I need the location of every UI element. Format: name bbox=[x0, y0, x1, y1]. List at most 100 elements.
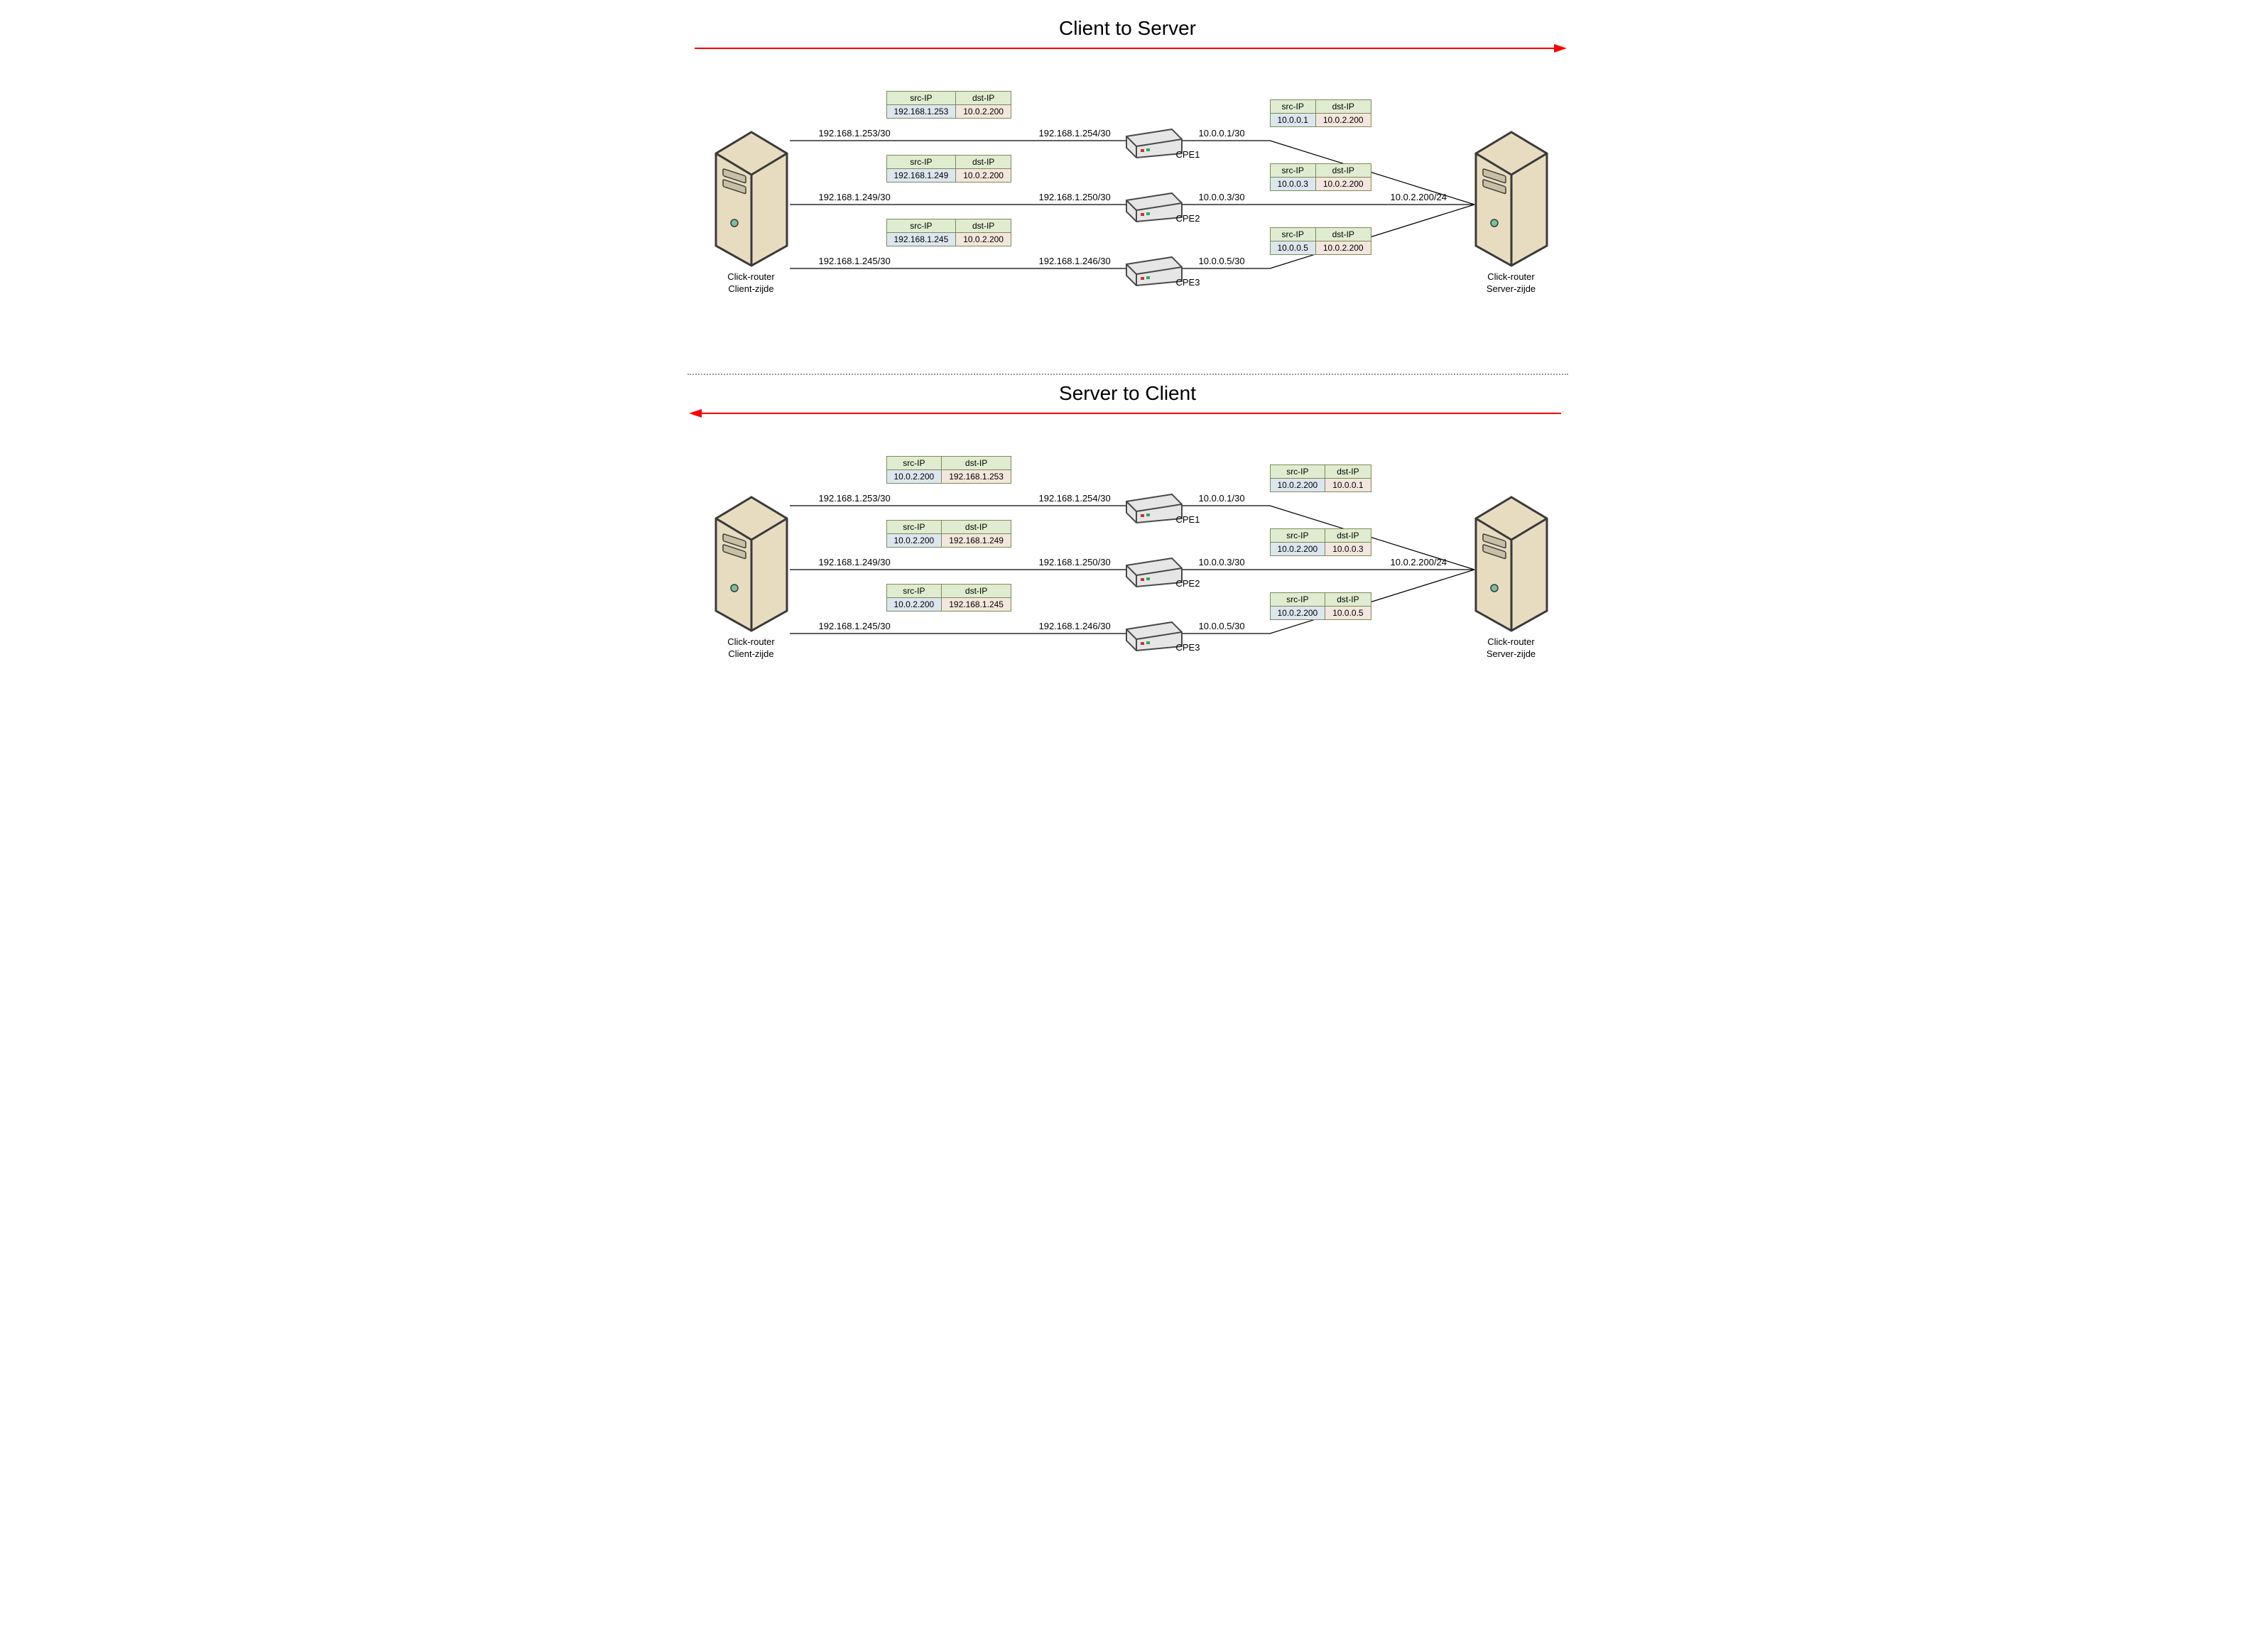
mid-ip-1: 192.168.1.250/30 bbox=[1039, 557, 1111, 567]
server-tower-label: Click-routerServer-zijde bbox=[1462, 271, 1561, 295]
server-tower bbox=[1469, 490, 1554, 632]
pkt-src: 192.168.1.253 bbox=[886, 105, 956, 119]
server-tower-label: Click-routerServer-zijde bbox=[1462, 636, 1561, 661]
right-packet-0: src-IP dst-IP 10.0.2.200 10.0.0.1 bbox=[1270, 464, 1371, 492]
pkt-hdr-src: src-IP bbox=[886, 585, 942, 598]
pkt-src: 10.0.2.200 bbox=[1270, 479, 1325, 492]
pkt-hdr-src: src-IP bbox=[1270, 465, 1325, 479]
left-ip-0: 192.168.1.253/30 bbox=[819, 128, 891, 138]
cpe-device-1 bbox=[1121, 188, 1185, 223]
pkt-hdr-src: src-IP bbox=[1270, 100, 1315, 114]
left-packet-0: src-IP dst-IP 192.168.1.253 10.0.2.200 bbox=[886, 91, 1011, 119]
pkt-hdr-dst: dst-IP bbox=[956, 92, 1011, 105]
pkt-hdr-src: src-IP bbox=[1270, 593, 1325, 607]
server-tower bbox=[1469, 125, 1554, 267]
mid-ip-2: 192.168.1.246/30 bbox=[1039, 621, 1111, 631]
pkt-dst: 192.168.1.245 bbox=[942, 598, 1011, 612]
left-packet-2: src-IP dst-IP 10.0.2.200 192.168.1.245 bbox=[886, 584, 1011, 612]
pkt-hdr-dst: dst-IP bbox=[942, 457, 1011, 470]
right-ip-1: 10.0.0.3/30 bbox=[1199, 192, 1245, 202]
cpe-label-1: CPE2 bbox=[1176, 213, 1200, 224]
pkt-hdr-src: src-IP bbox=[886, 92, 956, 105]
pkt-hdr-dst: dst-IP bbox=[1315, 100, 1371, 114]
arrow-0 bbox=[688, 41, 1568, 55]
pkt-hdr-src: src-IP bbox=[886, 521, 942, 534]
pkt-src: 10.0.0.5 bbox=[1270, 241, 1315, 255]
left-ip-0: 192.168.1.253/30 bbox=[819, 493, 891, 504]
right-ip-1: 10.0.0.3/30 bbox=[1199, 557, 1245, 567]
pkt-src: 10.0.2.200 bbox=[1270, 543, 1325, 556]
cpe-label-2: CPE3 bbox=[1176, 642, 1200, 653]
pkt-hdr-src: src-IP bbox=[886, 219, 956, 233]
left-packet-0: src-IP dst-IP 10.0.2.200 192.168.1.253 bbox=[886, 456, 1011, 484]
pkt-hdr-src: src-IP bbox=[1270, 529, 1325, 543]
mid-ip-1: 192.168.1.250/30 bbox=[1039, 192, 1111, 202]
pkt-dst: 10.0.2.200 bbox=[1315, 178, 1371, 191]
pkt-hdr-dst: dst-IP bbox=[942, 585, 1011, 598]
client-tower bbox=[709, 490, 794, 632]
right-ip-2: 10.0.0.5/30 bbox=[1199, 256, 1245, 266]
right-packet-2: src-IP dst-IP 10.0.0.5 10.0.2.200 bbox=[1270, 227, 1371, 255]
pkt-dst: 10.0.2.200 bbox=[1315, 114, 1371, 127]
left-packet-1: src-IP dst-IP 10.0.2.200 192.168.1.249 bbox=[886, 520, 1011, 548]
diagram-section-0: CPE1 192.168.1.253/30 192.168.1.254/30 10.0… bbox=[688, 61, 1568, 366]
pkt-dst: 10.0.2.200 bbox=[956, 169, 1011, 183]
pkt-dst: 10.0.0.5 bbox=[1325, 607, 1371, 620]
pkt-dst: 10.0.2.200 bbox=[956, 105, 1011, 119]
pkt-hdr-dst: dst-IP bbox=[1325, 593, 1371, 607]
right-ip-0: 10.0.0.1/30 bbox=[1199, 128, 1245, 138]
server-ip: 10.0.2.200/24 bbox=[1391, 557, 1447, 567]
cpe-device-1 bbox=[1121, 553, 1185, 588]
cpe-device-0 bbox=[1121, 489, 1185, 524]
pkt-hdr-dst: dst-IP bbox=[1325, 529, 1371, 543]
pkt-hdr-dst: dst-IP bbox=[942, 521, 1011, 534]
right-packet-1: src-IP dst-IP 10.0.0.3 10.0.2.200 bbox=[1270, 163, 1371, 191]
pkt-dst: 10.0.2.200 bbox=[956, 233, 1011, 246]
right-packet-0: src-IP dst-IP 10.0.0.1 10.0.2.200 bbox=[1270, 99, 1371, 127]
pkt-hdr-dst: dst-IP bbox=[1315, 164, 1371, 178]
right-ip-0: 10.0.0.1/30 bbox=[1199, 493, 1245, 504]
client-tower-label: Click-routerClient-zijde bbox=[702, 271, 801, 295]
left-packet-2: src-IP dst-IP 192.168.1.245 10.0.2.200 bbox=[886, 219, 1011, 246]
cpe-label-0: CPE1 bbox=[1176, 514, 1200, 525]
right-packet-1: src-IP dst-IP 10.0.2.200 10.0.0.3 bbox=[1270, 528, 1371, 556]
diagram-section-1: CPE1192.168.1.253/30192.168.1.254/3010.0… bbox=[688, 426, 1568, 732]
mid-ip-0: 192.168.1.254/30 bbox=[1039, 128, 1111, 138]
pkt-src: 192.168.1.245 bbox=[886, 233, 956, 246]
pkt-dst: 10.0.0.1 bbox=[1325, 479, 1371, 492]
right-ip-2: 10.0.0.5/30 bbox=[1199, 621, 1245, 631]
pkt-hdr-src: src-IP bbox=[886, 457, 942, 470]
server-ip: 10.0.2.200/24 bbox=[1391, 192, 1447, 202]
right-packet-2: src-IP dst-IP 10.0.2.200 10.0.0.5 bbox=[1270, 592, 1371, 620]
cpe-label-2: CPE3 bbox=[1176, 277, 1200, 288]
cpe-label-0: CPE1 bbox=[1176, 149, 1200, 160]
pkt-src: 10.0.0.3 bbox=[1270, 178, 1315, 191]
pkt-hdr-dst: dst-IP bbox=[1315, 228, 1371, 241]
pkt-hdr-src: src-IP bbox=[1270, 228, 1315, 241]
pkt-dst: 10.0.0.3 bbox=[1325, 543, 1371, 556]
left-ip-2: 192.168.1.245/30 bbox=[819, 621, 891, 631]
pkt-src: 10.0.2.200 bbox=[1270, 607, 1325, 620]
cpe-label-1: CPE2 bbox=[1176, 578, 1200, 589]
cpe-device-2 bbox=[1121, 616, 1185, 652]
pkt-hdr-src: src-IP bbox=[886, 156, 956, 169]
section-title-1: Server to Client bbox=[14, 382, 2241, 405]
arrow-1 bbox=[688, 406, 1568, 420]
pkt-src: 10.0.2.200 bbox=[886, 598, 942, 612]
left-ip-2: 192.168.1.245/30 bbox=[819, 256, 891, 266]
pkt-src: 10.0.0.1 bbox=[1270, 114, 1315, 127]
cpe-device-0 bbox=[1121, 124, 1185, 159]
pkt-src: 192.168.1.249 bbox=[886, 169, 956, 183]
pkt-dst: 192.168.1.249 bbox=[942, 534, 1011, 548]
pkt-src: 10.0.2.200 bbox=[886, 470, 942, 484]
left-ip-1: 192.168.1.249/30 bbox=[819, 557, 891, 567]
left-ip-1: 192.168.1.249/30 bbox=[819, 192, 891, 202]
cpe-device-2 bbox=[1121, 251, 1185, 287]
client-tower bbox=[709, 125, 794, 267]
pkt-hdr-dst: dst-IP bbox=[956, 156, 1011, 169]
pkt-dst: 192.168.1.253 bbox=[942, 470, 1011, 484]
section-title-0: Client to Server bbox=[14, 17, 2241, 40]
pkt-hdr-dst: dst-IP bbox=[956, 219, 1011, 233]
left-packet-1: src-IP dst-IP 192.168.1.249 10.0.2.200 bbox=[886, 155, 1011, 183]
pkt-hdr-src: src-IP bbox=[1270, 164, 1315, 178]
